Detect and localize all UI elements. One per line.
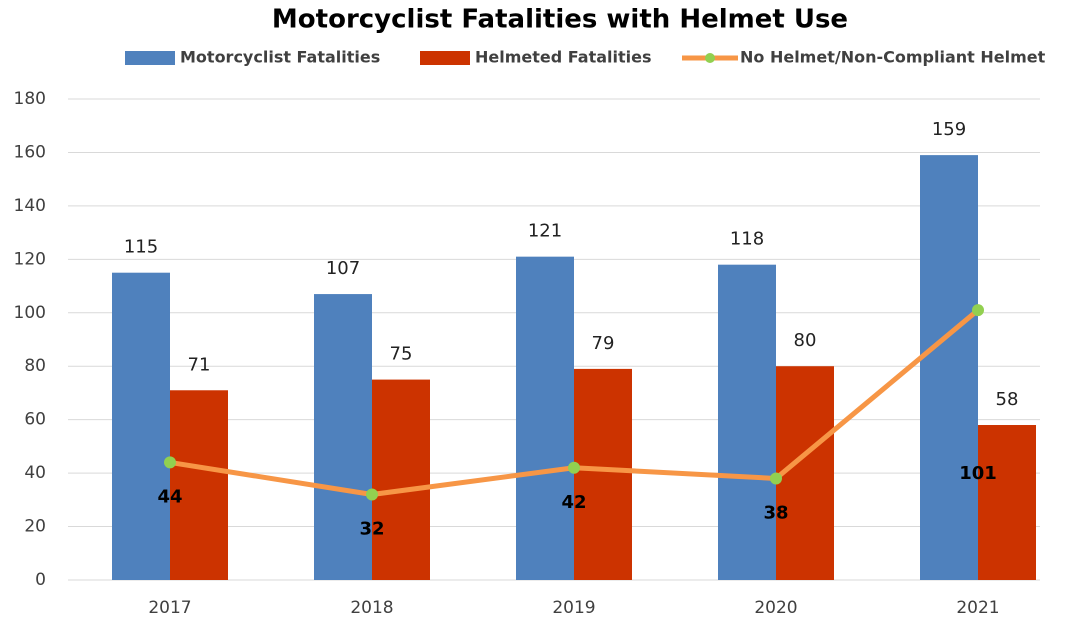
data-label: 107 [326,258,360,279]
data-label: 115 [124,237,158,258]
bar [314,294,372,580]
data-label: 58 [996,389,1019,410]
x-tick-label: 2019 [552,598,595,618]
bar [170,390,228,580]
data-label: 42 [561,492,586,513]
y-tick-label: 160 [14,142,46,162]
data-label: 71 [188,354,211,375]
data-label: 80 [794,330,817,351]
data-label: 118 [730,229,764,250]
bar [516,256,574,580]
bar [112,272,170,580]
y-tick-label: 40 [24,463,46,483]
y-tick-label: 20 [24,517,46,537]
y-tick-label: 60 [24,410,46,430]
line-marker [972,304,984,317]
y-tick-label: 100 [14,303,46,323]
x-tick-label: 2017 [148,598,191,618]
x-tick-label: 2018 [350,598,393,618]
legend-label: Helmeted Fatalities [475,48,651,67]
legend-swatch [420,51,470,65]
line-marker [568,461,580,474]
legend-item: Helmeted Fatalities [420,48,651,67]
data-label: 159 [932,119,966,140]
legend-item: No Helmet/Non-Compliant Helmet [682,48,1046,67]
legend-label: No Helmet/Non-Compliant Helmet [740,48,1046,67]
data-label: 79 [592,333,615,354]
legend-item: Motorcyclist Fatalities [125,48,380,67]
y-tick-label: 180 [14,89,46,109]
chart-title: Motorcyclist Fatalities with Helmet Use [272,5,848,35]
data-label: 44 [157,486,182,507]
data-label: 32 [359,518,384,539]
y-tick-label: 0 [35,570,46,590]
bar [978,425,1036,580]
data-label: 75 [390,344,413,365]
legend-swatch [125,51,175,65]
y-tick-label: 120 [14,249,46,269]
data-label: 121 [528,221,562,242]
line-marker [164,456,176,469]
y-tick-label: 80 [24,356,46,376]
data-label: 38 [763,502,788,523]
bar [372,379,430,580]
x-tick-label: 2020 [754,598,797,618]
x-tick-label: 2021 [956,598,999,618]
bar [718,264,776,580]
bar [920,155,978,580]
line-marker [770,472,782,485]
legend-label: Motorcyclist Fatalities [180,48,380,67]
bar [574,368,632,580]
y-tick-label: 140 [14,196,46,216]
legend-marker [705,53,715,63]
data-label: 101 [959,463,997,484]
line-marker [366,488,378,501]
